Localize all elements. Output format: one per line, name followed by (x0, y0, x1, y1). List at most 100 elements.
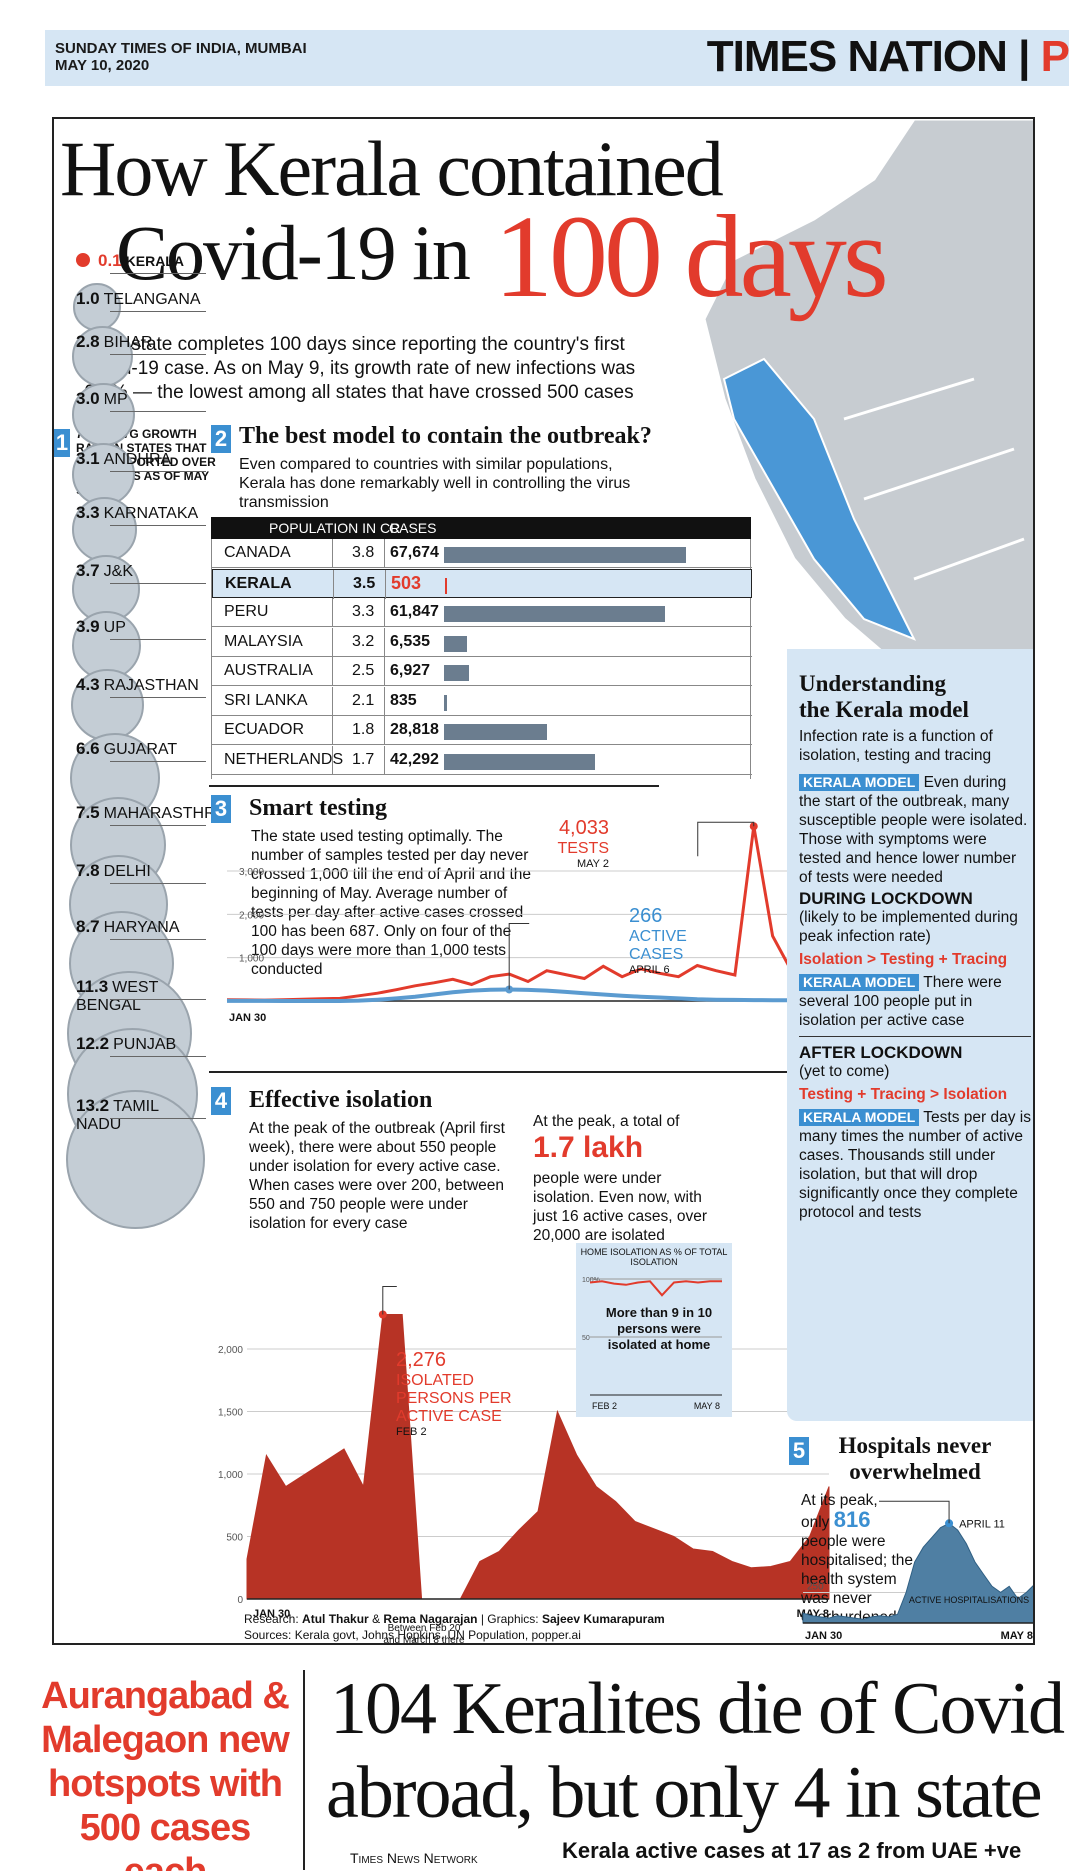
population-value: 3.8 (352, 544, 375, 561)
state-name: J&K (103, 563, 133, 580)
model-h3: AFTER LOCKDOWN (799, 1036, 1031, 1062)
section5-panel: 5 Hospitals never overwhelmed At its pea… (787, 1427, 1033, 1643)
state-name: HARYANA (103, 919, 180, 936)
growth-rate-row: 3.9 UP (76, 617, 126, 637)
growth-rate-panel: 1 7-DAY AVG GROWTH RATE IN STATES THAT H… (54, 251, 226, 1427)
growth-rate-value: 12.2 (76, 1034, 110, 1053)
row-rule (110, 639, 206, 640)
hosp-peak-date: APRIL 11 (959, 1518, 1005, 1530)
sources: Sources: Kerala govt, Johns Hopkins, UN … (244, 1628, 581, 1642)
main-headline1[interactable]: 104 Keralites die of Covid (330, 1668, 1065, 1750)
model-h2: DURING LOCKDOWN (799, 889, 973, 908)
growth-circle (73, 283, 121, 331)
model-title2: the Kerala model (799, 697, 969, 722)
growth-rate-value: 7.5 (76, 803, 100, 822)
model-h3-sub: (yet to come) (799, 1063, 890, 1080)
table-row: PERU 3.3 61,847 (212, 598, 752, 627)
growth-rate-row: 7.5 MAHARASTHRA (76, 803, 226, 823)
subhead[interactable]: Kerala active cases at 17 as 2 from UAE … (562, 1838, 1022, 1863)
kerala-model-panel: Understanding the Kerala model Infection… (787, 649, 1033, 1421)
col-divider (332, 745, 333, 775)
growth-rate-row: 2.8 BIHAR (76, 332, 153, 352)
population-value: 1.7 (352, 750, 375, 768)
row-rule (110, 883, 206, 884)
model-intro: Infection rate is a function of isolatio… (799, 728, 993, 764)
x-start-label: JAN 30 (229, 1012, 266, 1024)
model-p1: Even during the start of the outbreak, m… (799, 774, 1028, 886)
section5-title2: overwhelmed (849, 1459, 981, 1484)
kerala-model-tag: KERALA MODEL (799, 974, 920, 991)
cases-bar (444, 665, 469, 681)
state-name: BIHAR (103, 334, 153, 351)
active-callout-label1: ACTIVE (629, 928, 687, 945)
inset-text: More than 9 in 10 persons were isolated … (605, 1305, 713, 1352)
model-p2-wrap: KERALA MODEL There were several 100 peop… (799, 973, 1031, 1030)
row-rule (110, 1118, 206, 1119)
section3-body: The state used testing optimally. The nu… (251, 828, 532, 978)
hosp-peak-leader (879, 1500, 950, 1524)
section4-body: At the peak of the outbreak (April first… (249, 1120, 505, 1232)
model-formula1: Isolation > Testing + Tracing (799, 951, 1008, 968)
row-rule (110, 273, 206, 274)
left-headline[interactable]: Aurangabad & Malegaon new hotspots with … (41, 1675, 290, 1871)
growth-rate-value: 3.1 (76, 449, 100, 468)
graphics-label: | Graphics: (480, 1612, 539, 1626)
state-name: GUJARAT (103, 741, 178, 758)
x-start-label: JAN 30 (253, 1608, 290, 1620)
state-name: WEST BENGAL (76, 979, 159, 1014)
x-end-label: MAY 8 (1001, 1630, 1033, 1642)
column-divider (303, 1670, 305, 1870)
main-headline2[interactable]: abroad, but only 4 in state (326, 1752, 1043, 1834)
headline-line2: Covid-19 in (116, 209, 471, 296)
growth-rate-value: 7.8 (76, 861, 100, 880)
growth-rate-list: 0.1 KERALA 1.0 TELANGANA 2.8 BIHAR 3.0 MP 3.1 AND… (54, 251, 226, 1427)
cases-value: 835 (390, 691, 417, 709)
table-row: AUSTRALIA 2.5 6,927 (212, 657, 752, 686)
growth-circle (66, 1090, 206, 1229)
growth-circle (71, 555, 140, 623)
y-tick-label: 2,000 (239, 910, 264, 921)
row-rule (110, 697, 206, 698)
y-tick-label: 1,000 (239, 954, 264, 965)
section3-panel: 3 Smart testing The state used testing o… (209, 785, 659, 1029)
growth-rate-row: 3.0 MP (76, 389, 128, 409)
growth-rate-row: 1.0 TELANGANA (76, 289, 201, 309)
growth-rate-row: 0.1 KERALA (98, 251, 184, 271)
isolation-callout-l1: ISOLATED (396, 1372, 474, 1389)
population-value: 1.8 (352, 721, 375, 738)
row-rule (110, 939, 206, 940)
growth-rate-row: 3.7 J&K (76, 561, 133, 581)
growth-rate-value: 1.0 (76, 289, 100, 308)
active-callout-label2: CASES (629, 946, 684, 963)
col-divider (384, 716, 385, 745)
table-row: MALAYSIA 3.2 6,535 (212, 627, 752, 657)
section2-subtitle: Even compared to countries with similar … (239, 456, 631, 511)
tests-line (226, 825, 830, 1002)
table-body: CANADA 3.8 67,674 KERALA 3.5 503 PERU 3.3 61,847… (211, 539, 752, 779)
row-rule (110, 761, 206, 762)
section2-number: 2 (211, 425, 231, 453)
growth-rate-value: 6.6 (76, 739, 100, 758)
isolation-chart: 2,000 1,500 1,000 500 0 JAN 30 MAY 8 (218, 1286, 830, 1620)
paper-title: SUNDAY TIMES OF INDIA, MUMBAI (55, 40, 307, 57)
isolation-callout-date: FEB 2 (396, 1426, 427, 1438)
section1-number: 1 (54, 429, 70, 457)
active-peak-leader (508, 922, 530, 990)
model-p3-wrap: KERALA MODEL Tests per day is many times… (799, 1108, 1031, 1222)
tests-callout: 4,033 TESTS MAY 2 (549, 817, 609, 870)
growth-rate-value: 3.0 (76, 389, 100, 408)
paper-dateline: SUNDAY TIMES OF INDIA, MUMBAI MAY 10, 20… (55, 40, 307, 74)
y-tick-label: 0 (237, 1595, 243, 1606)
y-tick-label: 2,000 (218, 1345, 243, 1356)
state-name: ANDHRA (103, 451, 172, 468)
inset-x-start: FEB 2 (592, 1401, 617, 1411)
model-p1-wrap: KERALA MODEL Even during the start of th… (799, 773, 1031, 887)
isolation-callout: 2,276 ISOLATED PERSONS PER ACTIVE CASE F… (396, 1349, 512, 1438)
inset-title: HOME ISOLATION AS % OF TOTAL ISOLATION (580, 1247, 728, 1267)
kerala-map-graphic (702, 119, 1033, 721)
country-table: POPULATION IN CR CASES CANADA 3.8 67,674 KE… (211, 517, 752, 779)
country-name: KERALA (225, 574, 292, 592)
population-value: 3.2 (352, 632, 375, 650)
table-row: ECUADOR 1.8 28,818 (212, 716, 752, 745)
cases-bar (444, 547, 686, 563)
